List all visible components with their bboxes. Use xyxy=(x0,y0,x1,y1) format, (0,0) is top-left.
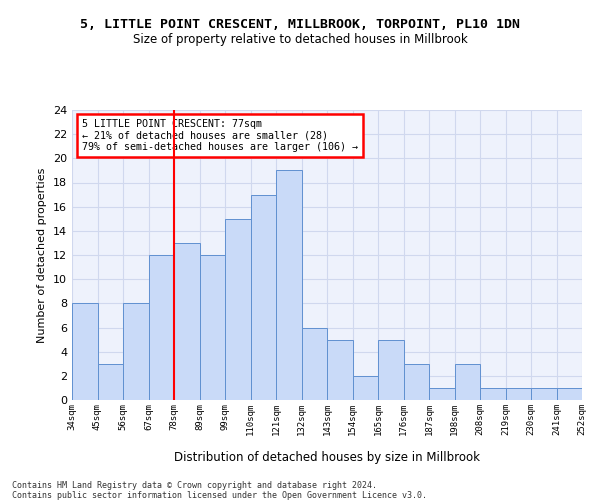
Text: Contains public sector information licensed under the Open Government Licence v3: Contains public sector information licen… xyxy=(12,491,427,500)
Bar xyxy=(327,340,353,400)
Text: 5, LITTLE POINT CRESCENT, MILLBROOK, TORPOINT, PL10 1DN: 5, LITTLE POINT CRESCENT, MILLBROOK, TOR… xyxy=(80,18,520,30)
Bar xyxy=(199,255,225,400)
Bar xyxy=(302,328,327,400)
Bar xyxy=(378,340,404,400)
Bar xyxy=(505,388,531,400)
Bar xyxy=(455,364,480,400)
Bar xyxy=(149,255,174,400)
Bar xyxy=(429,388,455,400)
Bar xyxy=(72,304,97,400)
Bar xyxy=(225,219,251,400)
Bar xyxy=(97,364,123,400)
Bar xyxy=(276,170,302,400)
Text: Contains HM Land Registry data © Crown copyright and database right 2024.: Contains HM Land Registry data © Crown c… xyxy=(12,481,377,490)
Bar xyxy=(531,388,557,400)
Y-axis label: Number of detached properties: Number of detached properties xyxy=(37,168,47,342)
Bar xyxy=(251,194,276,400)
Text: Distribution of detached houses by size in Millbrook: Distribution of detached houses by size … xyxy=(174,451,480,464)
Text: 5 LITTLE POINT CRESCENT: 77sqm
← 21% of detached houses are smaller (28)
79% of : 5 LITTLE POINT CRESCENT: 77sqm ← 21% of … xyxy=(82,118,358,152)
Bar xyxy=(480,388,505,400)
Bar xyxy=(123,304,149,400)
Bar xyxy=(174,243,199,400)
Bar xyxy=(557,388,582,400)
Bar xyxy=(353,376,378,400)
Bar xyxy=(404,364,429,400)
Text: Size of property relative to detached houses in Millbrook: Size of property relative to detached ho… xyxy=(133,32,467,46)
